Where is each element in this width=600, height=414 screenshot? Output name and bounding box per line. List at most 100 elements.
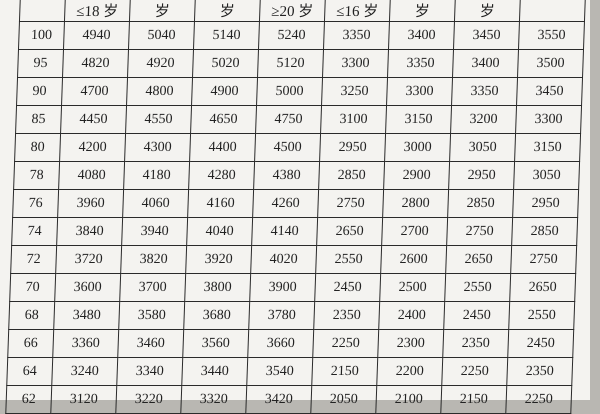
value-cell: 3500 bbox=[517, 49, 584, 78]
value-cell: 2700 bbox=[381, 217, 448, 246]
value-cell: 2750 bbox=[317, 189, 384, 218]
value-cell: 2250 bbox=[441, 357, 508, 386]
value-cell: 3820 bbox=[120, 245, 187, 274]
value-cell: 3720 bbox=[55, 245, 122, 274]
value-cell: 3300 bbox=[322, 49, 389, 78]
value-cell: 4400 bbox=[189, 133, 256, 162]
table-row: 66 3360 3460 3560 3660 2250 2300 2350 2450 bbox=[7, 329, 574, 358]
value-cell: 2900 bbox=[383, 161, 450, 190]
value-cell: 2650 bbox=[445, 245, 512, 274]
value-cell: 3460 bbox=[117, 329, 184, 358]
value-cell: 3300 bbox=[515, 105, 582, 134]
value-cell: 3700 bbox=[119, 273, 186, 302]
value-cell: 4500 bbox=[254, 133, 321, 162]
value-cell: 3450 bbox=[516, 77, 583, 106]
value-cell: 4750 bbox=[255, 105, 322, 134]
value-cell: 2150 bbox=[311, 357, 378, 386]
value-cell: 3350 bbox=[387, 49, 454, 78]
value-cell: 4700 bbox=[61, 77, 128, 106]
value-cell: 4820 bbox=[62, 49, 129, 78]
value-cell: 4550 bbox=[125, 105, 192, 134]
score-cell: 80 bbox=[14, 133, 61, 162]
table-row: 90 4700 4800 4900 5000 3250 3300 3350 3450 bbox=[16, 77, 583, 106]
value-cell: 4450 bbox=[60, 105, 127, 134]
value-cell: 3300 bbox=[386, 77, 453, 106]
score-cell: 90 bbox=[16, 77, 63, 106]
value-cell: 3400 bbox=[452, 49, 519, 78]
table-row: 80 4200 4300 4400 4500 2950 3000 3050 3150 bbox=[14, 133, 581, 162]
value-cell: 3350 bbox=[451, 77, 518, 106]
value-cell: 4380 bbox=[253, 161, 320, 190]
value-cell: 5240 bbox=[258, 21, 325, 50]
value-cell: 3200 bbox=[450, 105, 517, 134]
value-cell: 2400 bbox=[378, 301, 445, 330]
score-cell: 72 bbox=[10, 245, 57, 274]
value-cell: 4020 bbox=[250, 245, 317, 274]
table-row: 74 3840 3940 4040 4140 2650 2700 2750 2850 bbox=[11, 217, 578, 246]
score-table: ≤18 岁岁岁 ≥20 岁 ≤16 岁岁岁 100 4940 5040 5140 5240 3… bbox=[5, 0, 586, 414]
value-cell: 2850 bbox=[511, 217, 578, 246]
value-cell: 2350 bbox=[442, 329, 509, 358]
value-cell: 4280 bbox=[188, 161, 255, 190]
score-cell: 76 bbox=[12, 189, 59, 218]
table-row: 95 4820 4920 5020 5120 3300 3350 3400 3500 bbox=[17, 49, 584, 78]
column-header: 岁 bbox=[129, 0, 196, 22]
header-row: ≤18 岁岁岁 ≥20 岁 ≤16 岁岁岁 bbox=[19, 0, 586, 22]
value-cell: 2950 bbox=[448, 161, 515, 190]
value-cell: 5040 bbox=[128, 21, 195, 50]
value-cell: 3240 bbox=[51, 357, 118, 386]
value-cell: 2950 bbox=[319, 133, 386, 162]
value-cell: 2600 bbox=[380, 245, 447, 274]
score-cell: 95 bbox=[17, 49, 64, 78]
value-cell: 4650 bbox=[190, 105, 257, 134]
value-cell: 4300 bbox=[124, 133, 191, 162]
value-cell: 3840 bbox=[56, 217, 123, 246]
value-cell: 3450 bbox=[453, 21, 520, 50]
value-cell: 3400 bbox=[388, 21, 455, 50]
value-cell: 2850 bbox=[318, 161, 385, 190]
value-cell: 3480 bbox=[53, 301, 120, 330]
value-cell: 2300 bbox=[377, 329, 444, 358]
value-cell: 2450 bbox=[507, 329, 574, 358]
column-header: ≤18 岁 bbox=[64, 0, 131, 22]
column-header: 岁 bbox=[194, 0, 261, 22]
value-cell: 3680 bbox=[183, 301, 250, 330]
value-cell: 4920 bbox=[127, 49, 194, 78]
value-cell: 4060 bbox=[122, 189, 189, 218]
value-cell: 3000 bbox=[384, 133, 451, 162]
value-cell: 5140 bbox=[193, 21, 260, 50]
value-cell: 4140 bbox=[251, 217, 318, 246]
table-row: 78 4080 4180 4280 4380 2850 2900 2950 3050 bbox=[13, 161, 580, 190]
score-cell: 64 bbox=[6, 357, 53, 386]
value-cell: 3660 bbox=[247, 329, 314, 358]
value-cell: 2450 bbox=[443, 301, 510, 330]
value-cell: 2550 bbox=[315, 245, 382, 274]
score-cell: 70 bbox=[9, 273, 56, 302]
value-cell: 3780 bbox=[248, 301, 315, 330]
score-cell: 68 bbox=[8, 301, 55, 330]
table-row: 64 3240 3340 3440 3540 2150 2200 2250 2350 bbox=[6, 357, 573, 386]
value-cell: 5120 bbox=[257, 49, 324, 78]
value-cell: 3100 bbox=[320, 105, 387, 134]
value-cell: 3150 bbox=[514, 133, 581, 162]
value-cell: 5020 bbox=[192, 49, 259, 78]
score-cell: 78 bbox=[13, 161, 60, 190]
column-header: 岁 bbox=[389, 0, 456, 22]
value-cell: 3150 bbox=[385, 105, 452, 134]
value-cell: 3900 bbox=[249, 273, 316, 302]
value-cell: 2800 bbox=[382, 189, 449, 218]
column-header: 岁 bbox=[454, 0, 521, 22]
value-cell: 4040 bbox=[186, 217, 253, 246]
score-cell: 66 bbox=[7, 329, 54, 358]
value-cell: 2850 bbox=[447, 189, 514, 218]
value-cell: 2550 bbox=[508, 301, 575, 330]
score-cell: 85 bbox=[15, 105, 62, 134]
value-cell: 3580 bbox=[118, 301, 185, 330]
column-header bbox=[19, 0, 66, 22]
value-cell: 2750 bbox=[510, 245, 577, 274]
value-cell: 4260 bbox=[252, 189, 319, 218]
column-header: ≤16 岁 bbox=[324, 0, 391, 22]
value-cell: 3540 bbox=[246, 357, 313, 386]
value-cell: 2350 bbox=[313, 301, 380, 330]
